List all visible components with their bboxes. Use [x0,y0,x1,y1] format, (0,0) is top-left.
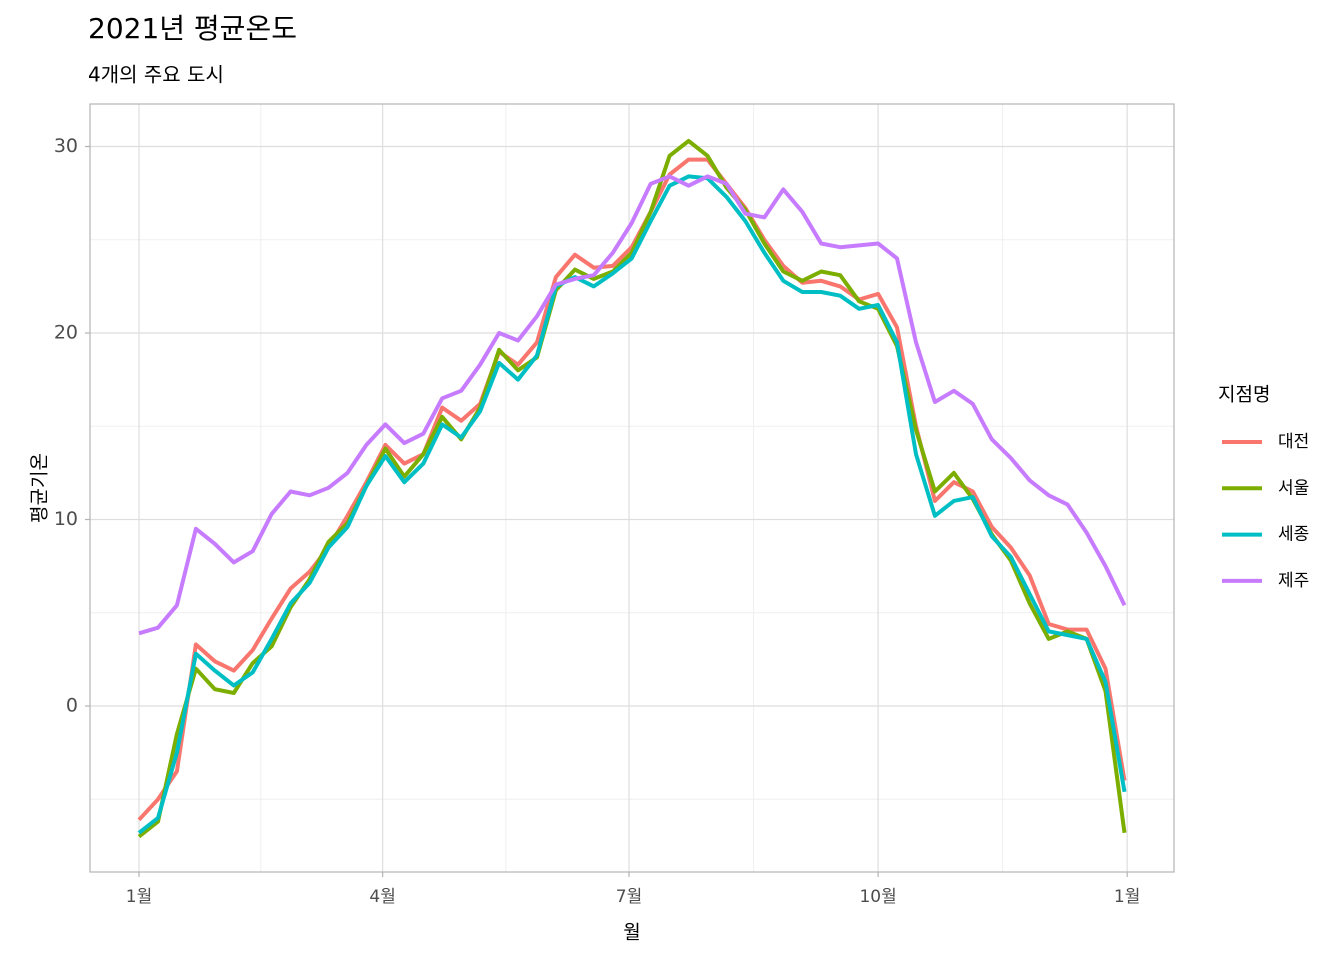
legend-label: 서울 [1278,478,1309,498]
y-tick-label: 0 [66,695,78,717]
legend-title: 지점명 [1218,384,1270,406]
y-tick-label: 20 [54,322,78,344]
chart-title: 2021년 평균온도 [88,12,297,45]
y-tick-label: 30 [54,135,78,157]
y-tick-label: 10 [54,508,78,530]
chart-subtitle: 4개의 주요 도시 [88,63,224,87]
y-axis-label: 평균기온 [29,453,51,523]
legend-label: 제주 [1278,571,1309,591]
x-tick-label: 4월 [369,887,395,907]
x-tick-label: 7월 [616,887,642,907]
series-line [137,157,1127,822]
x-tick-label: 1월 [126,887,152,907]
panel-border [89,103,1175,873]
x-tick-label: 1월 [1114,887,1140,907]
x-axis-label: 월 [623,922,640,944]
legend-label: 대전 [1278,432,1309,452]
legend-label: 세종 [1278,525,1309,545]
x-tick-label: 10월 [859,887,896,907]
series-line [138,174,1127,636]
series-line [137,174,1127,835]
